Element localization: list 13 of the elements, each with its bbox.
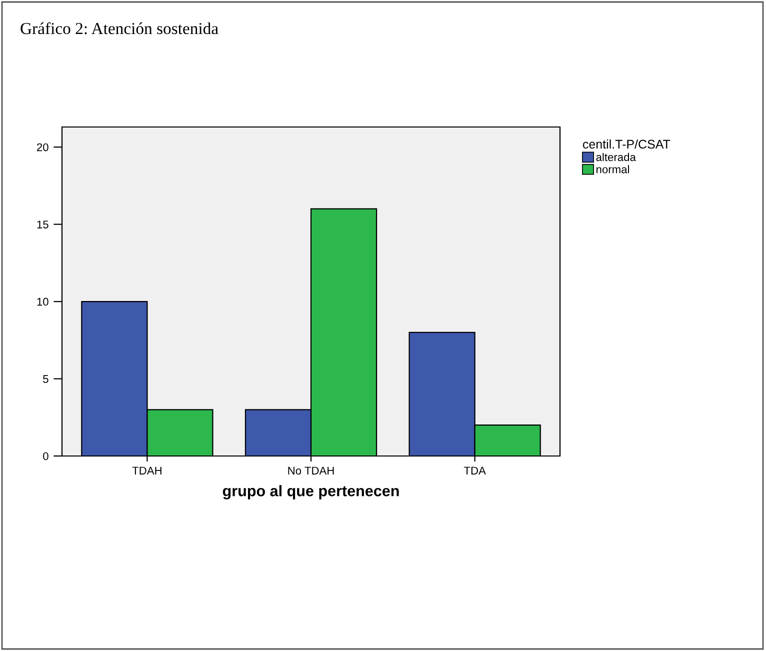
y-tick-label: 10 [37,298,48,306]
chart-title: Gráfico 2: Atención sostenida [20,22,218,34]
x-axis-title: grupo al que pertenecen [222,485,399,500]
y-tick-label: 15 [37,220,48,228]
x-tick-label: TDAH [132,466,162,474]
y-tick-label: 0 [43,452,48,460]
y-tick-label: 5 [43,375,48,383]
legend-label: normal [596,165,629,174]
y-tick-label: 20 [37,143,48,152]
x-tick-label: No TDAH [288,466,334,475]
x-tick-label: TDA [464,466,486,474]
legend-title: centil.T-P/CSAT [582,139,670,149]
legend-label: alterada [596,152,636,162]
